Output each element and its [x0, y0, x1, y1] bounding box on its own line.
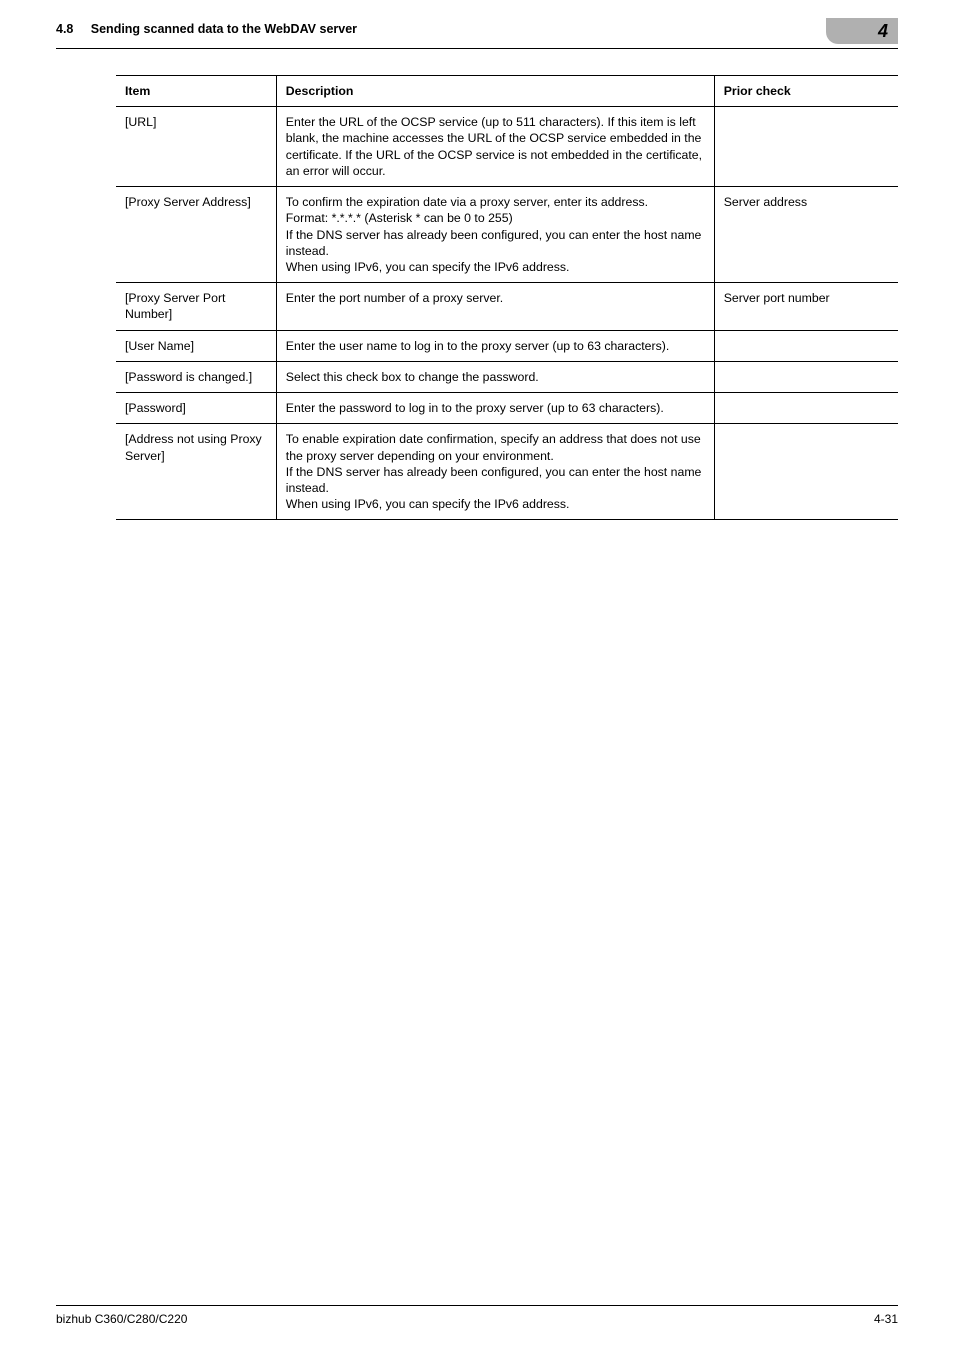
footer-divider [56, 1305, 898, 1306]
table-row: [Proxy Server Address]To confirm the exp… [116, 187, 898, 283]
table-row: [Password]Enter the password to log in t… [116, 393, 898, 424]
col-header-prior: Prior check [714, 76, 898, 107]
section-heading: 4.8 Sending scanned data to the WebDAV s… [56, 18, 357, 36]
table-row: [URL]Enter the URL of the OCSP service (… [116, 107, 898, 187]
cell-item: [Proxy Server Address] [116, 187, 276, 283]
chapter-tab: 4 [826, 18, 898, 44]
cell-description: Enter the password to log in to the prox… [276, 393, 714, 424]
settings-table: Item Description Prior check [URL]Enter … [116, 75, 898, 520]
cell-item: [User Name] [116, 330, 276, 361]
table-row: [Password is changed.]Select this check … [116, 361, 898, 392]
cell-description: To confirm the expiration date via a pro… [276, 187, 714, 283]
table-header-row: Item Description Prior check [116, 76, 898, 107]
settings-table-wrapper: Item Description Prior check [URL]Enter … [116, 75, 898, 520]
chapter-number: 4 [878, 21, 888, 42]
header-divider [56, 48, 898, 49]
footer-product: bizhub C360/C280/C220 [56, 1312, 187, 1326]
cell-prior: Server address [714, 187, 898, 283]
cell-description: Enter the port number of a proxy server. [276, 283, 714, 330]
cell-prior [714, 361, 898, 392]
table-row: [Proxy Server Port Number]Enter the port… [116, 283, 898, 330]
cell-prior [714, 393, 898, 424]
cell-item: [Password] [116, 393, 276, 424]
section-number: 4.8 [56, 22, 73, 36]
cell-description: Enter the user name to log in to the pro… [276, 330, 714, 361]
cell-item: [Proxy Server Port Number] [116, 283, 276, 330]
cell-item: [URL] [116, 107, 276, 187]
cell-description: Select this check box to change the pass… [276, 361, 714, 392]
cell-description: To enable expiration date confirmation, … [276, 424, 714, 520]
cell-prior [714, 107, 898, 187]
page-footer: bizhub C360/C280/C220 4-31 [56, 1305, 898, 1326]
table-row: [User Name]Enter the user name to log in… [116, 330, 898, 361]
cell-item: [Password is changed.] [116, 361, 276, 392]
cell-description: Enter the URL of the OCSP service (up to… [276, 107, 714, 187]
col-header-description: Description [276, 76, 714, 107]
cell-prior [714, 330, 898, 361]
page-header: 4.8 Sending scanned data to the WebDAV s… [0, 0, 954, 44]
cell-item: [Address not using Proxy Server] [116, 424, 276, 520]
section-title: Sending scanned data to the WebDAV serve… [91, 22, 357, 36]
col-header-item: Item [116, 76, 276, 107]
cell-prior: Server port number [714, 283, 898, 330]
table-row: [Address not using Proxy Server]To enabl… [116, 424, 898, 520]
cell-prior [714, 424, 898, 520]
footer-page-number: 4-31 [874, 1312, 898, 1326]
